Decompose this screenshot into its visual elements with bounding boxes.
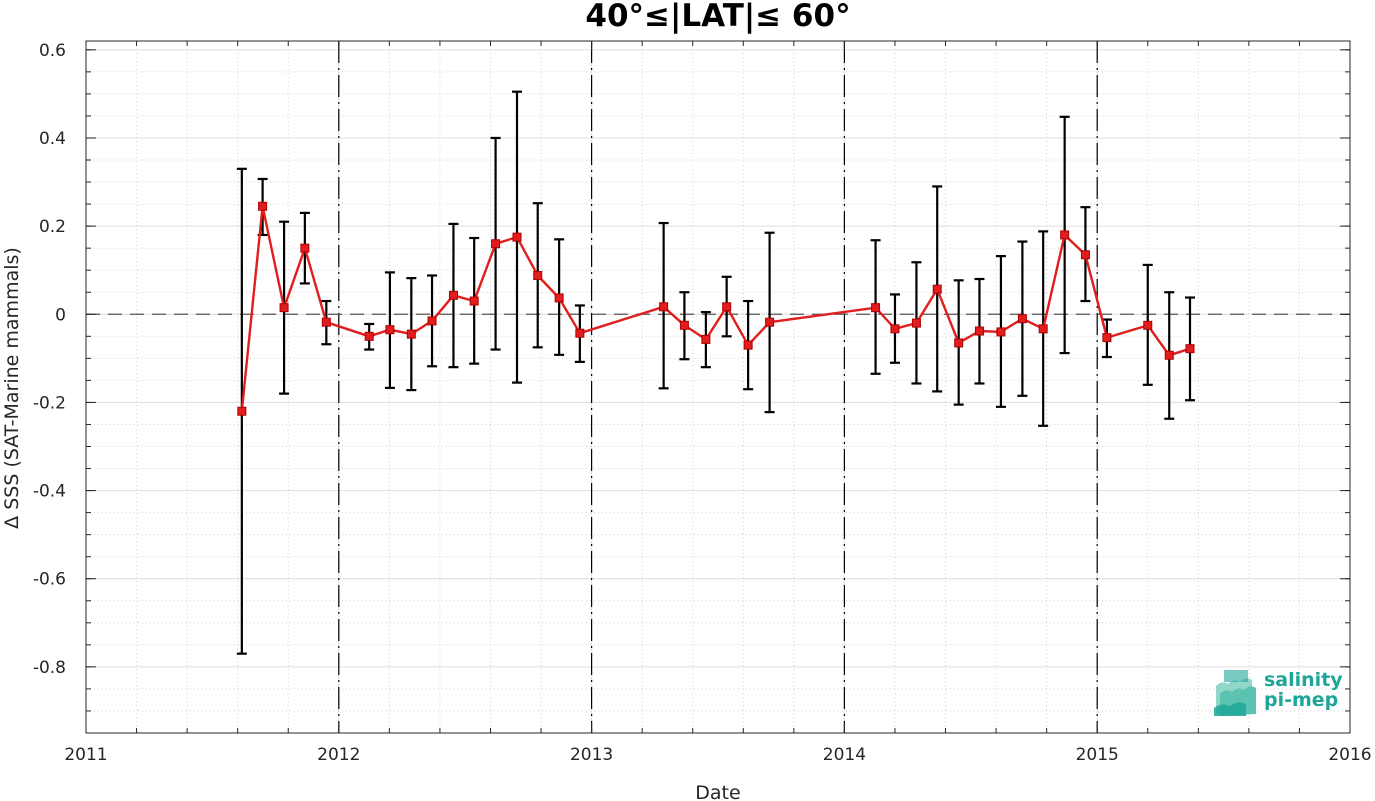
data-point-marker (871, 303, 881, 313)
data-point-marker (722, 302, 732, 312)
y-tick-label: -0.2 (33, 393, 66, 413)
data-point-marker (1185, 344, 1195, 354)
data-point-marker (364, 331, 374, 341)
series-line (240, 205, 1191, 412)
data-point-marker (258, 201, 268, 211)
data-point-marker (237, 406, 247, 416)
data-point-marker (321, 317, 331, 327)
data-point-marker (1080, 250, 1090, 260)
data-point-marker (491, 239, 501, 249)
series-markers (237, 201, 1195, 416)
x-tick-label: 2011 (64, 745, 107, 765)
data-series-line (240, 205, 1191, 412)
data-point-marker (448, 290, 458, 300)
data-point-marker (701, 334, 711, 344)
y-tick-labels: 0.6 0.4 0.2 0 -0.2 -0.4 -0.6 -0.8 (33, 41, 66, 678)
x-tick-label: 2014 (823, 745, 866, 765)
y-tick-label: 0.4 (39, 129, 66, 149)
chart-title: 40°≤|LAT|≤ 60° (585, 0, 850, 34)
data-point-marker (469, 296, 479, 306)
data-point-marker (911, 318, 921, 328)
y-axis-label: Δ SSS (SAT-Marine mammals) (1, 247, 23, 529)
data-point-marker (1017, 314, 1027, 324)
data-point-marker (954, 338, 964, 348)
grid (85, 41, 1351, 734)
data-point-marker (554, 293, 564, 303)
y-tick-label: -0.6 (33, 570, 66, 590)
x-tick-label: 2015 (1076, 745, 1119, 765)
data-point-marker (996, 327, 1006, 337)
y-tick-label: -0.4 (33, 482, 66, 502)
y-tick-label: 0 (55, 305, 66, 325)
x-tick-labels: 2011 2012 2013 2014 2015 2016 (64, 745, 1371, 765)
data-point-marker (406, 329, 416, 339)
waves-icon (1214, 670, 1256, 716)
error-bars (236, 90, 1196, 655)
data-point-marker (279, 303, 289, 313)
data-point-marker (932, 284, 942, 294)
y-tick-label: 0.2 (39, 217, 66, 237)
data-point-marker (679, 320, 689, 330)
y-tick-label: -0.8 (33, 658, 66, 678)
data-point-marker (385, 325, 395, 335)
data-point-marker (974, 326, 984, 336)
data-point-marker (1143, 320, 1153, 330)
x-tick-label: 2013 (570, 745, 613, 765)
data-point-marker (533, 270, 543, 280)
logo-line1: salinity (1264, 669, 1343, 691)
data-point-marker (1060, 230, 1070, 240)
x-tick-label: 2016 (1328, 745, 1371, 765)
data-point-marker (427, 316, 437, 326)
year-boundaries (338, 41, 1098, 733)
plot-frame (85, 40, 1351, 734)
x-axis-label: Date (695, 782, 740, 801)
data-point-marker (765, 317, 775, 327)
x-tick-label: 2012 (317, 745, 360, 765)
logo-line2: pi-mep (1264, 689, 1339, 711)
data-point-marker (1038, 324, 1048, 334)
salinity-pi-mep-logo: salinity pi-mep (1212, 668, 1352, 720)
data-point-marker (1102, 333, 1112, 343)
data-point-marker (300, 243, 310, 253)
y-tick-label: 0.6 (39, 41, 66, 61)
data-point-marker (575, 328, 585, 338)
data-point-marker (1164, 350, 1174, 360)
data-point-marker (659, 302, 669, 312)
data-point-marker (512, 232, 522, 242)
data-point-marker (743, 340, 753, 350)
axis-ticks (85, 41, 1351, 734)
data-point-marker (890, 324, 900, 334)
